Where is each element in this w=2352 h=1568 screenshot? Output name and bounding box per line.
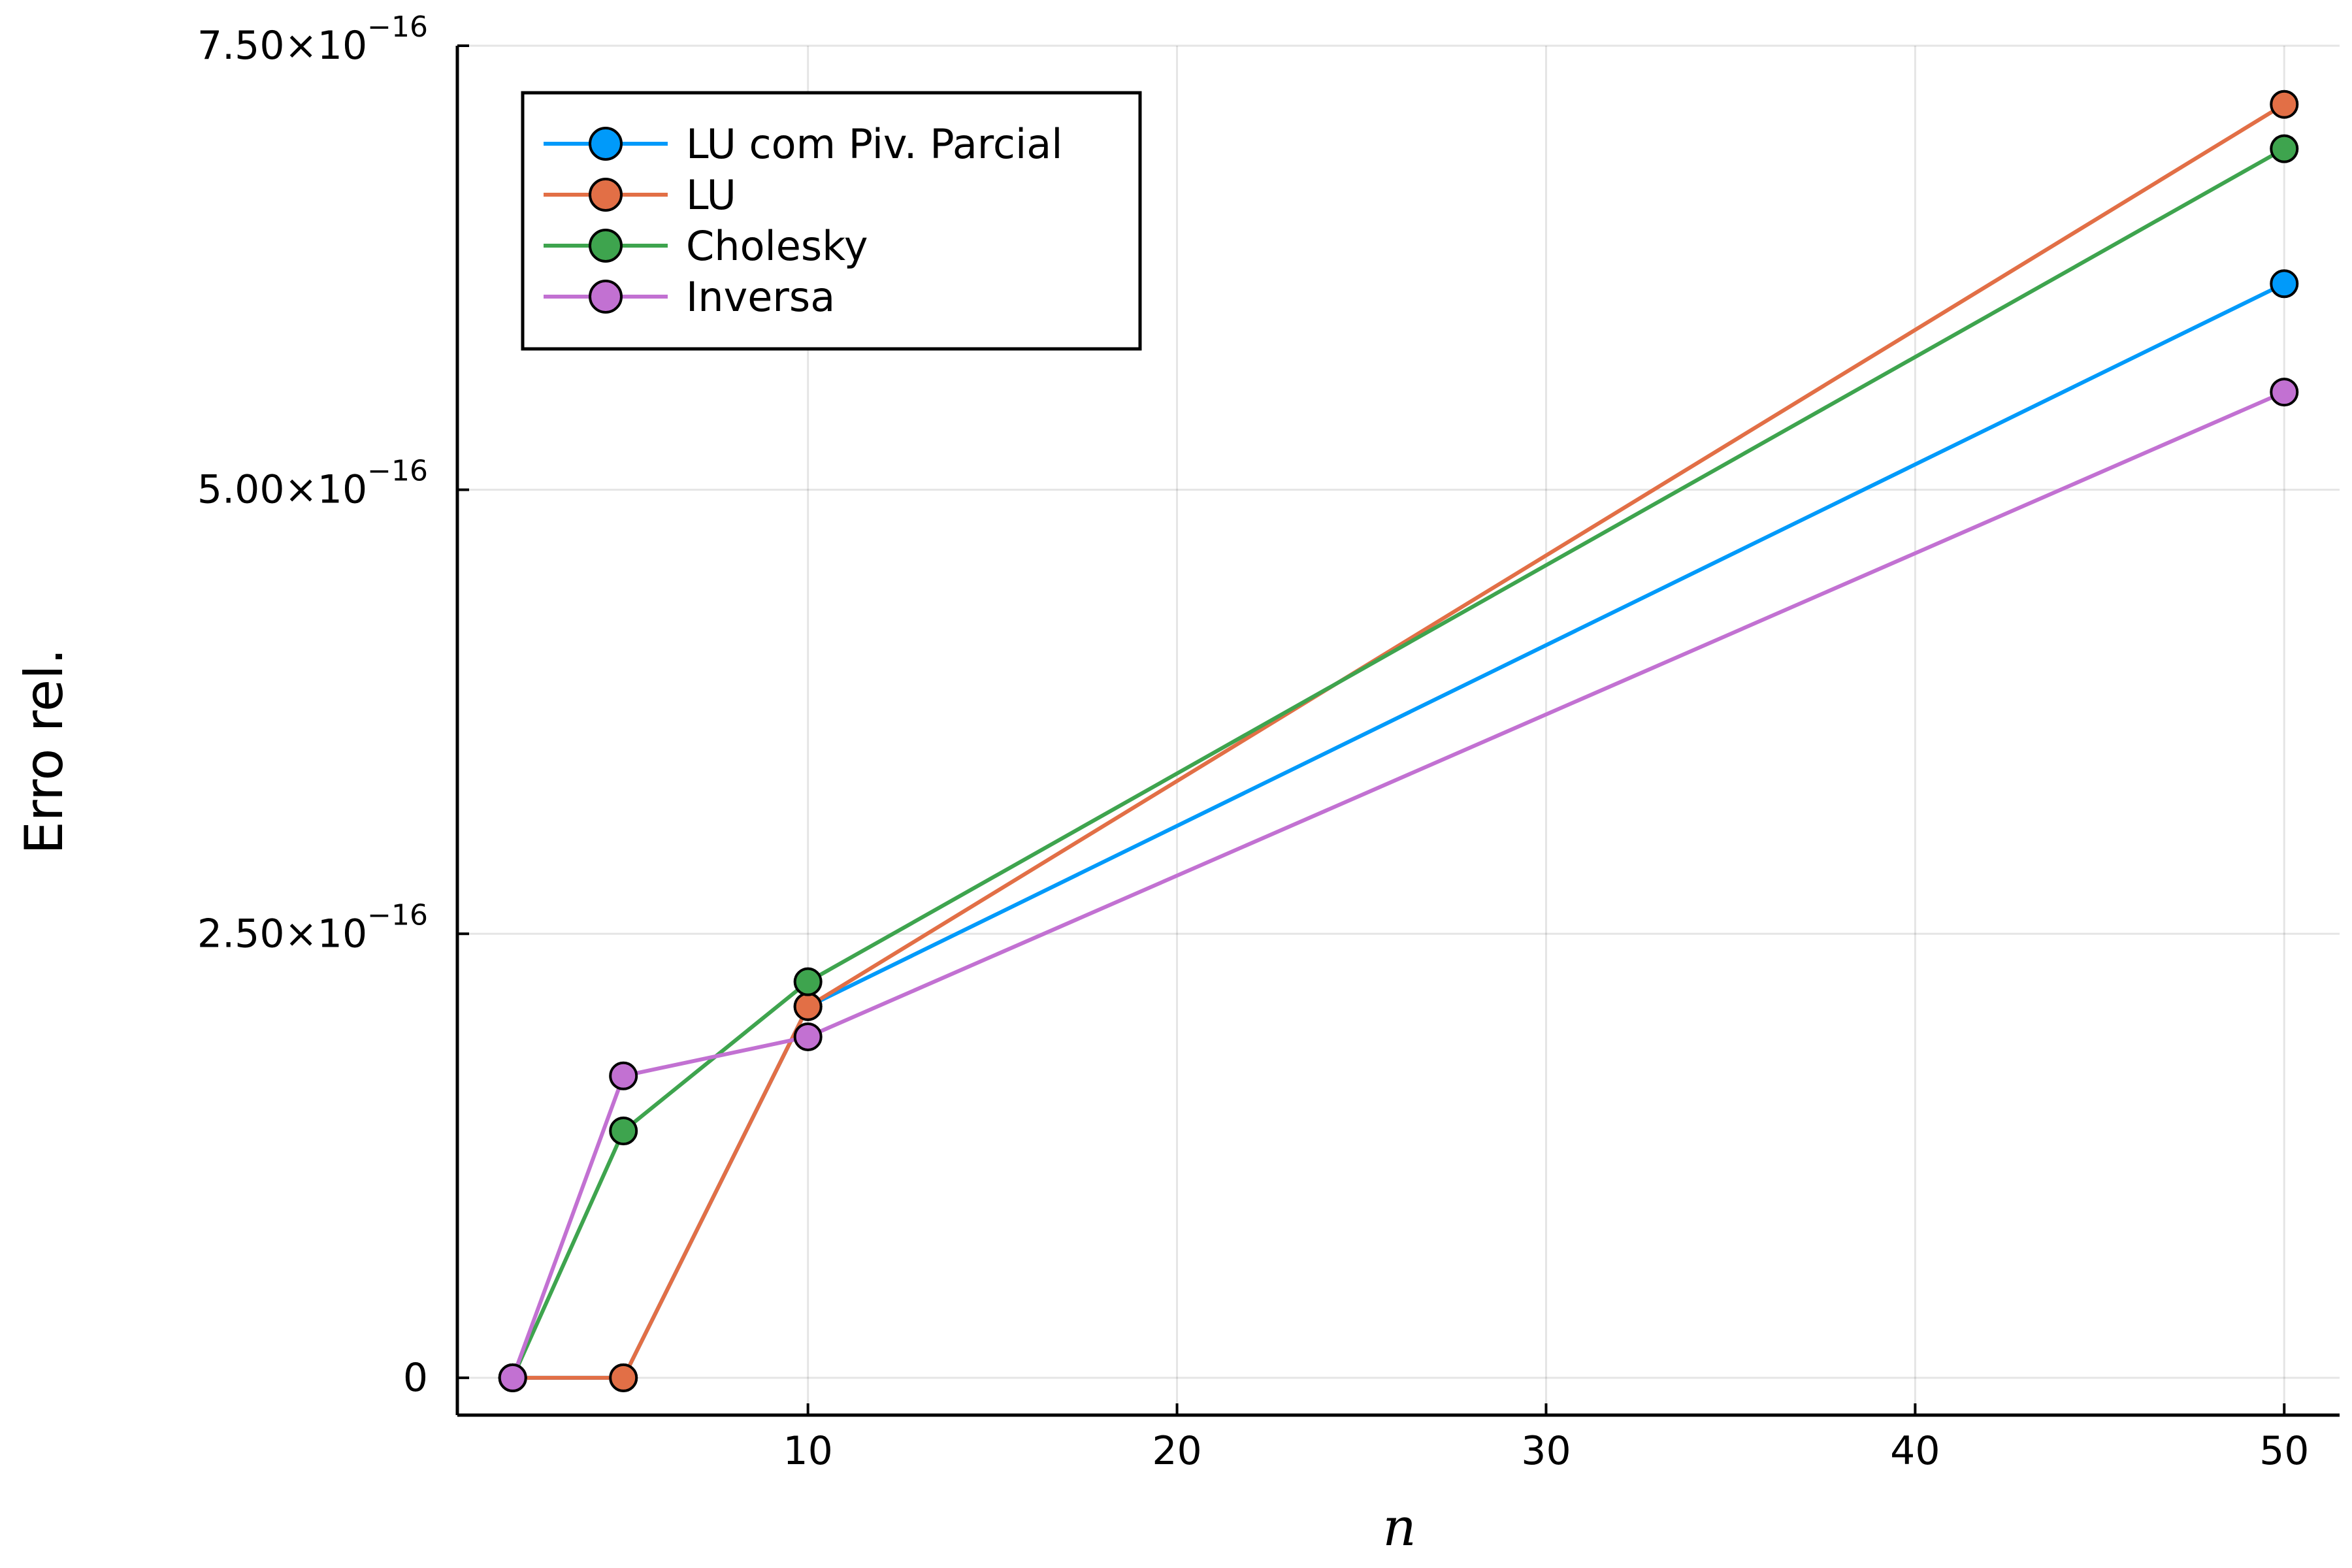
y-tick-label: 2.50×10−16 [197, 898, 428, 956]
data-point [2270, 378, 2299, 407]
data-point [2270, 90, 2299, 119]
legend-item: Inversa [544, 273, 835, 321]
y-axis-title: Erro rel. [14, 648, 74, 855]
x-axis-title: n [1382, 1497, 1416, 1558]
legend-marker [589, 229, 623, 263]
data-point [793, 967, 823, 996]
grid [457, 44, 2340, 1415]
legend-box [521, 91, 1142, 351]
legend-label: Inversa [686, 273, 835, 321]
legend-item: Cholesky [544, 222, 868, 270]
data-point [609, 1061, 638, 1090]
x-tick-label: 20 [1152, 1428, 1201, 1474]
x-tick-label: 50 [2259, 1428, 2309, 1474]
x-tick-label: 30 [1521, 1428, 1571, 1474]
legend-item: LU [544, 171, 736, 219]
x-tick-label: 40 [1890, 1428, 1940, 1474]
legend-label: Cholesky [686, 222, 868, 270]
data-point [609, 1117, 638, 1146]
legend-item: LU com Piv. Parcial [544, 120, 1062, 168]
axes [455, 46, 2340, 1417]
x-tick-label: 10 [783, 1428, 832, 1474]
x-ticks: 10 20 30 40 50 [783, 1403, 2309, 1474]
series [498, 90, 2299, 1392]
data-point [498, 1363, 527, 1392]
legend-marker [589, 178, 623, 212]
data-point [793, 1022, 823, 1051]
legend-marker [589, 280, 623, 314]
data-point [609, 1363, 638, 1392]
series-line [510, 390, 2285, 1379]
y-tick-label: 7.50×10−16 [197, 10, 428, 69]
y-ticks: 0 2.50×10−16 5.00×10−16 7.50×10−16 [197, 10, 469, 1401]
series-inversa [498, 378, 2299, 1392]
data-point [2270, 134, 2299, 163]
y-tick-label: 5.00×10−16 [197, 455, 428, 513]
data-point [793, 992, 823, 1021]
y-tick-label: 0 [403, 1355, 428, 1401]
legend-marker [589, 127, 623, 161]
legend-label: LU com Piv. Parcial [686, 120, 1062, 168]
series-line [512, 103, 2285, 1380]
data-point [2270, 269, 2299, 299]
legend-label: LU [686, 171, 736, 219]
